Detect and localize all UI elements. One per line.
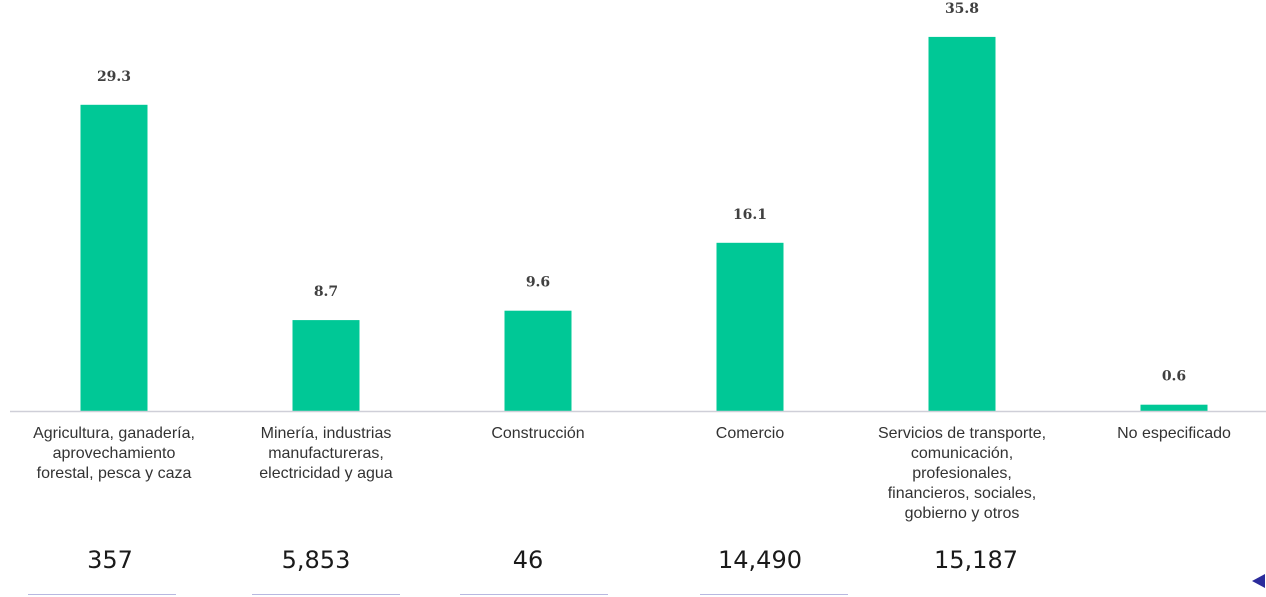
bar bbox=[716, 242, 784, 411]
value-label: 29.3 bbox=[97, 69, 131, 85]
bar bbox=[504, 310, 572, 411]
bar bbox=[292, 320, 360, 411]
value-label: 0.6 bbox=[1162, 369, 1186, 385]
bar bbox=[928, 36, 996, 412]
tab-underline-0[interactable] bbox=[28, 594, 176, 595]
category-label: Construcción bbox=[491, 425, 585, 442]
category-label: Servicios de transporte, comunicación, p… bbox=[877, 425, 1047, 522]
bottom-number: 14,490 bbox=[718, 546, 802, 574]
bar bbox=[1140, 404, 1208, 411]
category-label: Comercio bbox=[715, 425, 785, 442]
bottom-number: 15,187 bbox=[934, 546, 1018, 574]
value-label: 9.6 bbox=[526, 275, 550, 291]
category-label: Minería, industrias manufactureras, elec… bbox=[259, 425, 393, 482]
value-labels-group: 29.3 8.7 9.6 16.1 35.8 0.6 bbox=[97, 1, 1186, 385]
value-label: 16.1 bbox=[733, 207, 767, 223]
category-label: Agricultura, ganadería, aprovechamiento … bbox=[33, 425, 195, 482]
bottom-number: 357 bbox=[87, 546, 133, 574]
value-label: 8.7 bbox=[314, 284, 338, 300]
value-label: 35.8 bbox=[945, 1, 979, 17]
bottom-number: 5,853 bbox=[281, 546, 351, 574]
tab-underline-1[interactable] bbox=[252, 594, 400, 595]
bars-group bbox=[80, 36, 1208, 412]
bar bbox=[80, 104, 148, 412]
tab-underline-3[interactable] bbox=[700, 594, 848, 595]
triangle-left-icon[interactable] bbox=[1252, 574, 1265, 588]
bottom-number: 46 bbox=[512, 546, 544, 574]
category-label: No especificado bbox=[1117, 425, 1231, 442]
tab-underline-2[interactable] bbox=[460, 594, 608, 595]
